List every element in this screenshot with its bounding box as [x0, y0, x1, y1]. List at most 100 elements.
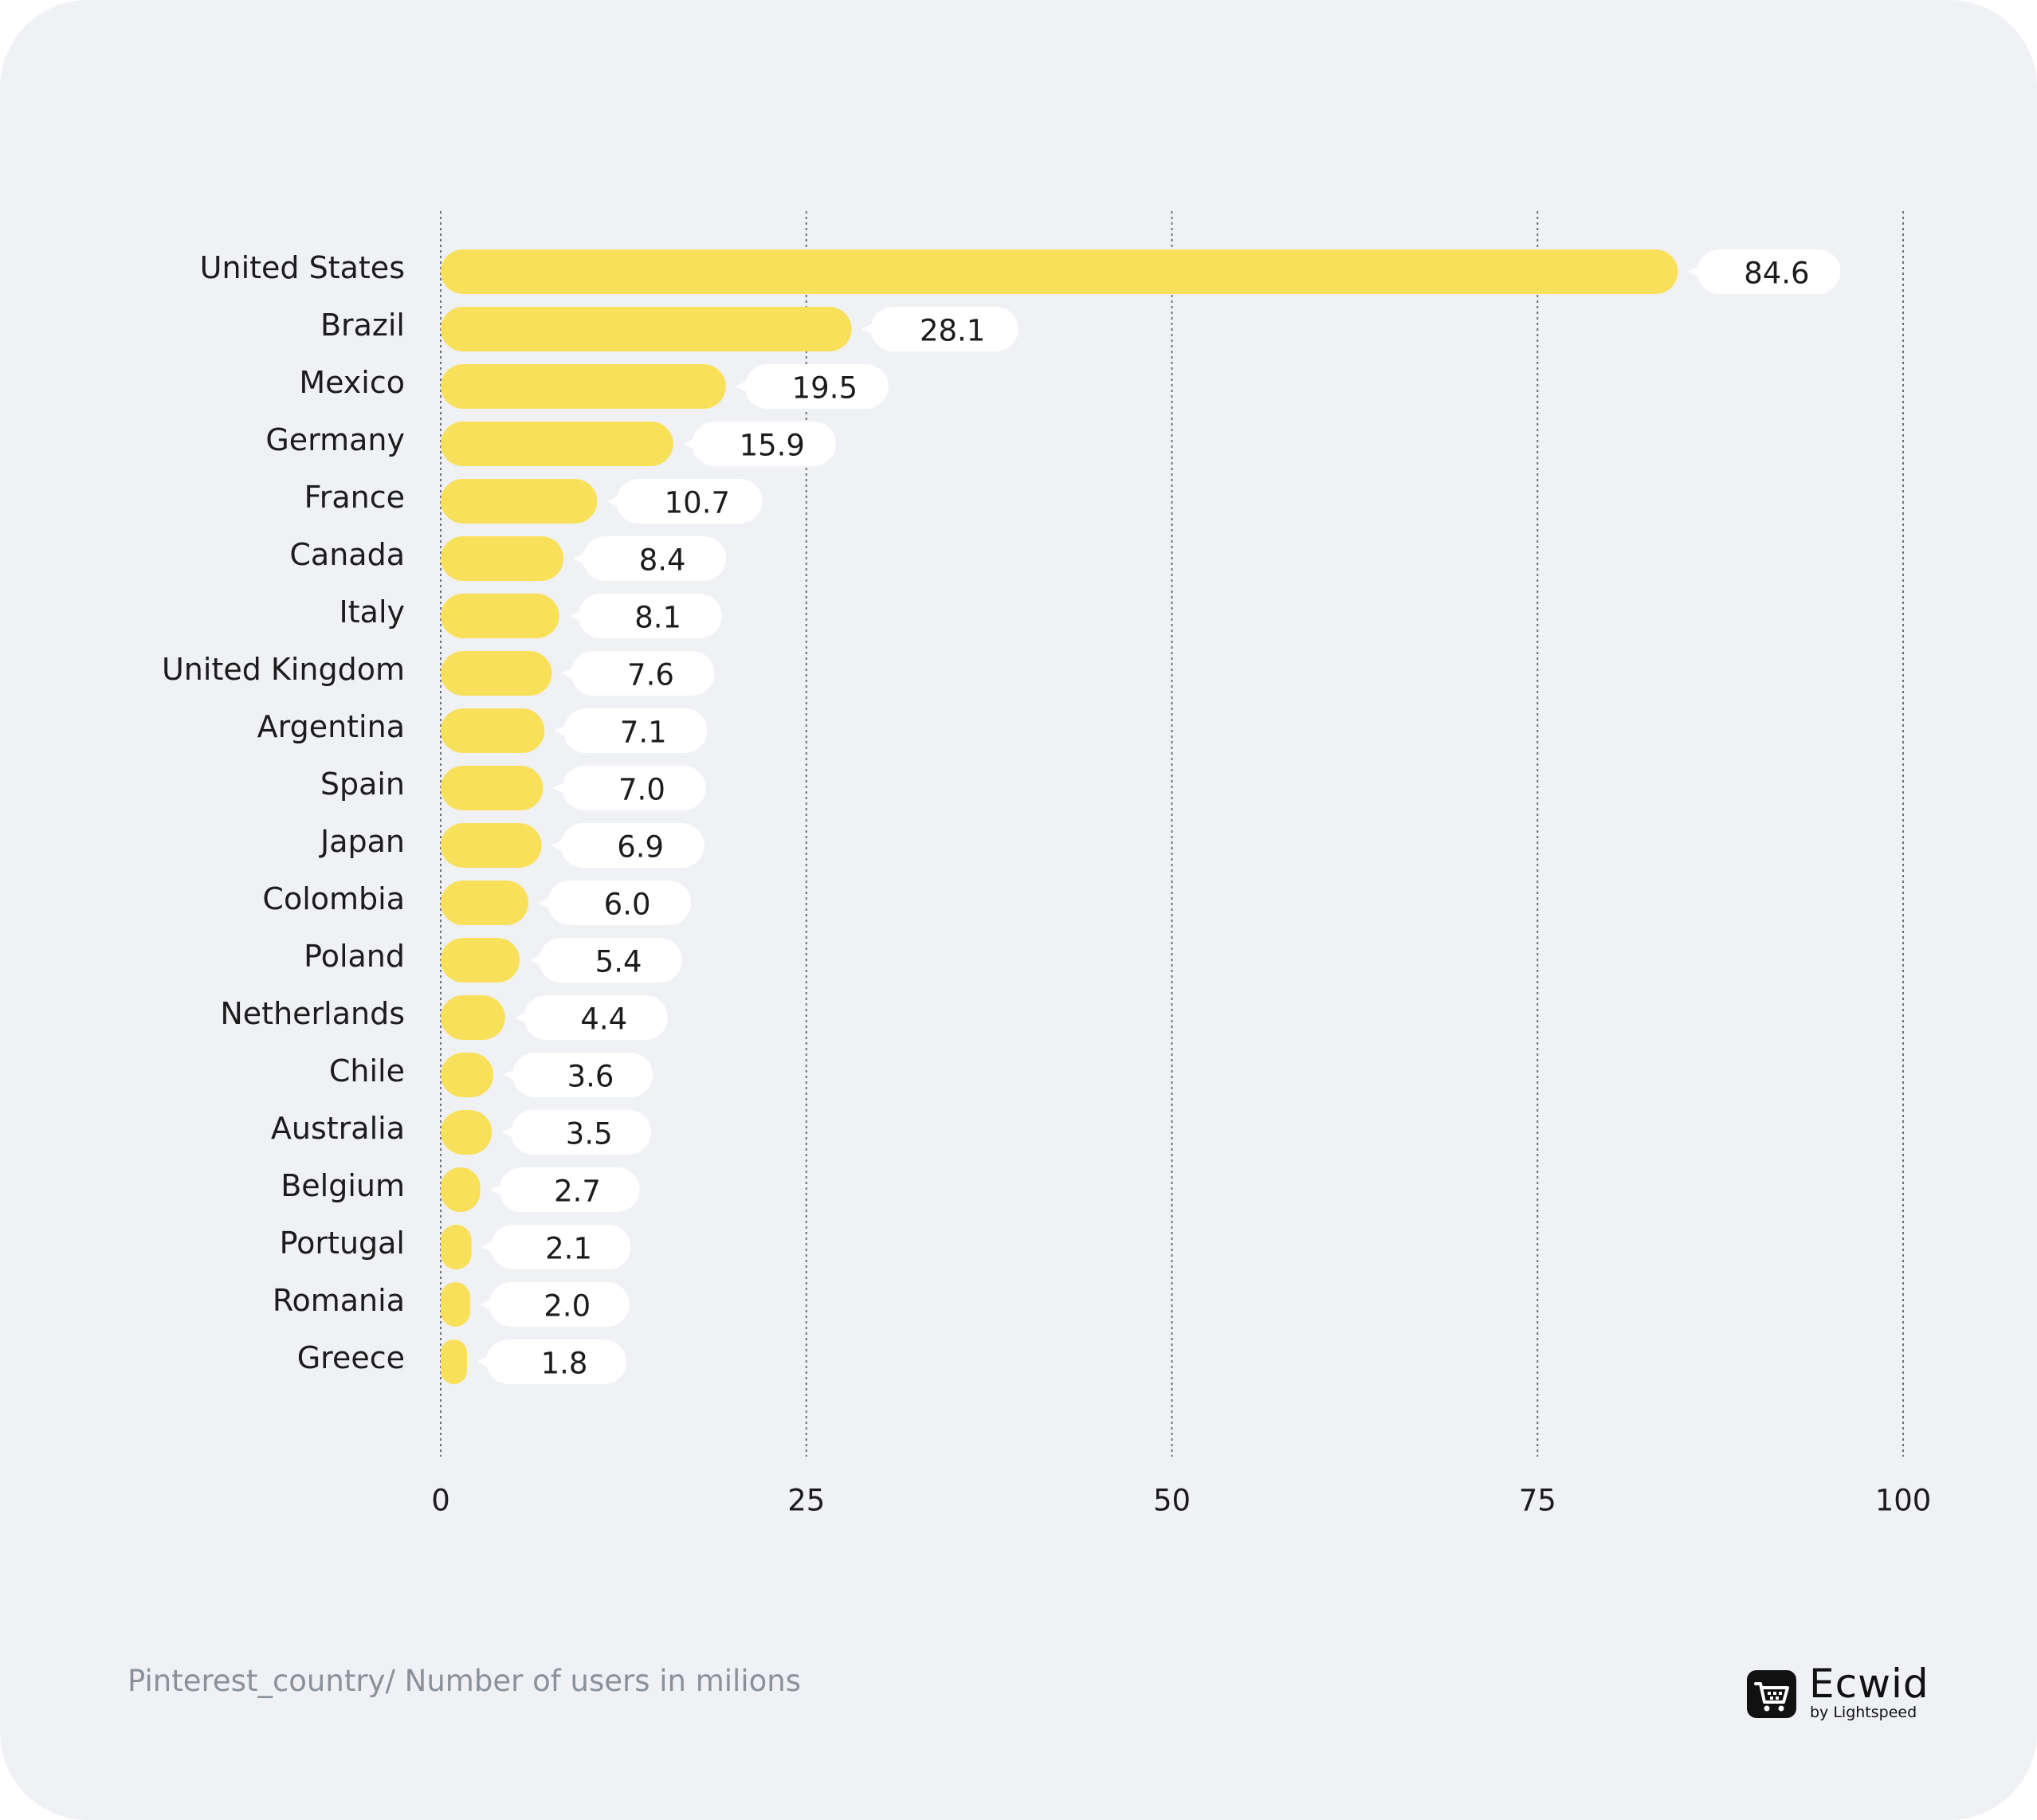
category-label: United Kingdom: [162, 652, 405, 687]
chart-caption: Pinterest_country/ Number of users in mi…: [128, 1664, 801, 1698]
value-label: 2.0: [544, 1289, 591, 1324]
value-label: 1.8: [541, 1347, 588, 1381]
value-bubble: 28.1: [861, 307, 1018, 351]
value-bubble-pointer: [514, 1008, 536, 1027]
value-bubble-pointer: [481, 1238, 502, 1257]
value-label: 84.6: [1744, 257, 1809, 291]
value-label: 2.7: [554, 1175, 601, 1209]
value-label: 2.1: [545, 1232, 592, 1266]
value-label: 10.7: [665, 486, 730, 520]
bar-rows: United States 84.6 Brazil 28.1 Mexico 19.5 Ger…: [162, 249, 1841, 1384]
bar: [441, 1340, 468, 1384]
category-label: Canada: [289, 537, 405, 572]
value-bubble: 7.6: [561, 651, 715, 696]
bar: [441, 651, 552, 696]
bar-row: France 10.7: [304, 479, 763, 524]
x-tick-label: 50: [1153, 1484, 1191, 1518]
value-bubble-body: [499, 1167, 640, 1212]
value-bubble-pointer: [1687, 262, 1709, 281]
value-bubble: 8.4: [573, 536, 727, 581]
category-label: France: [304, 480, 405, 515]
brand-name: Ecwid: [1809, 1661, 1929, 1707]
bar: [441, 1282, 470, 1327]
value-bubble-body: [524, 995, 668, 1040]
bar-row: Mexico 19.5: [299, 364, 889, 409]
shopping-cart-icon: [1747, 1670, 1796, 1718]
value-bubble-body: [578, 594, 722, 638]
value-bubble-pointer: [568, 606, 590, 626]
value-bubble: 4.4: [514, 995, 668, 1040]
value-bubble-pointer: [682, 434, 704, 453]
bar-row: Chile 3.6: [329, 1053, 653, 1097]
value-bubble: 2.1: [481, 1225, 631, 1269]
bar-row: Poland 5.4: [304, 938, 683, 983]
value-bubble-pointer: [551, 836, 572, 855]
value-bubble: 19.5: [735, 364, 889, 409]
value-bubble: 8.1: [568, 594, 722, 638]
value-bubble-body: [560, 823, 705, 868]
bar: [441, 249, 1678, 294]
category-label: Poland: [304, 939, 405, 974]
value-bubble-pointer: [552, 779, 574, 798]
bar-row: United States 84.6: [200, 249, 1841, 294]
value-bubble-body: [1697, 249, 1841, 294]
value-label: 3.5: [566, 1117, 613, 1151]
value-bubble-pointer: [479, 1295, 500, 1314]
bar: [441, 881, 529, 925]
bar: [441, 1053, 494, 1097]
value-bubble: 3.6: [503, 1053, 653, 1097]
bar: [441, 594, 559, 638]
value-label: 4.4: [580, 1002, 627, 1037]
value-label: 28.1: [920, 314, 985, 348]
category-label: Netherlands: [220, 996, 405, 1031]
value-bubble: 5.4: [529, 938, 683, 983]
value-label: 8.4: [639, 543, 686, 578]
bar: [441, 708, 545, 753]
value-bubble: 84.6: [1687, 249, 1841, 294]
x-axis-ticks: 0 25 50 75 100: [431, 1484, 1931, 1518]
category-label: Brazil: [320, 308, 405, 343]
bar: [441, 938, 520, 983]
category-label: Mexico: [299, 365, 405, 400]
bar: [441, 536, 564, 581]
category-label: United States: [200, 250, 405, 285]
value-bubble-body: [870, 307, 1018, 351]
value-bubble-pointer: [606, 492, 628, 511]
bar-row: Portugal 2.1: [280, 1225, 631, 1269]
bar-row: Japan 6.9: [319, 823, 705, 868]
bar-row: Australia 3.5: [271, 1110, 652, 1155]
value-bubble-body: [548, 881, 692, 925]
category-label: Italy: [340, 594, 405, 630]
category-label: Japan: [319, 824, 405, 859]
value-bubble-pointer: [735, 377, 756, 396]
bar-row: Germany 15.9: [265, 422, 836, 466]
bar: [441, 422, 673, 466]
category-label: Belgium: [281, 1168, 405, 1203]
value-bubble-pointer: [554, 721, 575, 740]
bar-row: Colombia 6.0: [262, 881, 692, 925]
value-bubble: 10.7: [606, 479, 763, 524]
category-label: Argentina: [257, 709, 405, 744]
value-bubble-pointer: [538, 893, 559, 912]
bar: [441, 1225, 472, 1269]
bar-row: Argentina 7.1: [257, 708, 708, 753]
category-label: Colombia: [262, 881, 405, 916]
value-label: 15.9: [740, 429, 805, 463]
value-bubble-body: [692, 422, 836, 466]
category-label: Portugal: [280, 1226, 405, 1261]
category-label: Chile: [329, 1053, 405, 1088]
bar-row: Greece 1.8: [297, 1340, 627, 1384]
bar-row: United Kingdom 7.6: [162, 651, 715, 696]
bar-row: Netherlands 4.4: [220, 995, 668, 1040]
value-label: 3.6: [567, 1060, 614, 1094]
category-label: Greece: [297, 1340, 405, 1375]
bar: [441, 307, 852, 351]
value-bubble: 7.1: [554, 708, 708, 753]
value-bubble-body: [571, 651, 715, 696]
value-bubble-pointer: [503, 1065, 524, 1085]
value-label: 5.4: [595, 945, 642, 979]
x-tick-label: 75: [1519, 1484, 1556, 1518]
bar: [441, 995, 505, 1040]
